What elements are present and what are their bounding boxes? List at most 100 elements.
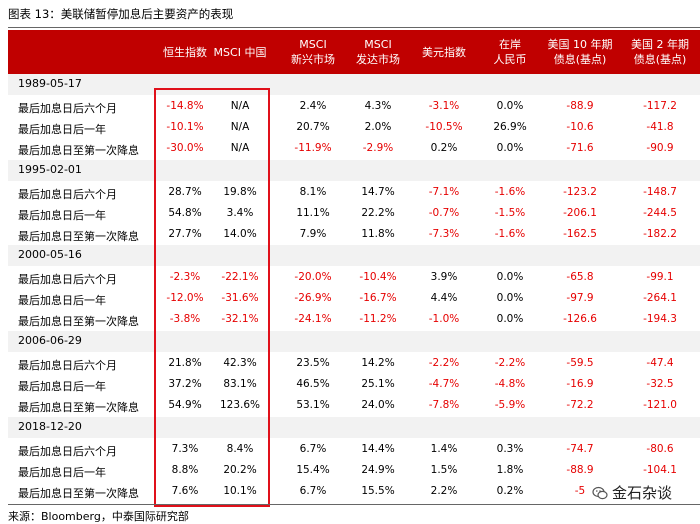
table-cell: -244.5 — [643, 207, 677, 219]
group-date: 1995-02-01 — [18, 163, 82, 176]
table-cell: -2.9% — [362, 142, 394, 154]
table-cell: 10.1% — [223, 485, 257, 497]
table-cell: 6.7% — [299, 443, 327, 455]
table-cell: 1.5% — [430, 464, 458, 476]
table-cell: -7.1% — [428, 186, 460, 198]
table-cell: 54.9% — [168, 399, 202, 411]
figure-caption: 图表 13：美联储暂停加息后主要资产的表现 — [8, 7, 234, 21]
table-cell: -11.2% — [359, 313, 397, 325]
table-cell: -126.6 — [563, 313, 597, 325]
table-cell: 53.1% — [296, 399, 330, 411]
table-cell: -7.8% — [428, 399, 460, 411]
table-cell: 4.3% — [364, 100, 392, 112]
table-cell: 28.7% — [168, 186, 202, 198]
header-col-7-line2: 债息(基点) — [553, 53, 607, 66]
header-col-8: 美国 2 年期 债息(基点) — [624, 30, 696, 74]
table-cell: 0.0% — [496, 271, 524, 283]
row-label: 最后加息日至第一次降息 — [18, 487, 139, 500]
row-label: 最后加息日后六个月 — [18, 188, 117, 201]
table-cell: -65.8 — [566, 271, 594, 283]
header-col-3-line2: 新兴市场 — [291, 53, 335, 66]
table-cell: -148.7 — [643, 186, 677, 198]
table-cell: -117.2 — [643, 100, 677, 112]
table-cell: -41.8 — [646, 121, 674, 133]
header-col-5: 美元指数 — [408, 30, 480, 74]
table-cell: -14.8% — [166, 100, 204, 112]
table-cell: -99.1 — [646, 271, 674, 283]
table-cell: 14.2% — [361, 357, 395, 369]
table-cell: -121.0 — [643, 399, 677, 411]
row-label: 最后加息日至第一次降息 — [18, 315, 139, 328]
header-col-3-line1: MSCI — [299, 38, 327, 51]
wechat-icon — [592, 486, 608, 499]
row-label: 最后加息日后一年 — [18, 123, 106, 136]
table-cell: 0.0% — [496, 100, 524, 112]
table-cell: -88.9 — [566, 464, 594, 476]
table-cell: -1.0% — [428, 313, 460, 325]
table-cell: 15.4% — [296, 464, 330, 476]
table-cell: 1.4% — [430, 443, 458, 455]
table-cell: -30.0% — [166, 142, 204, 154]
header-col-1-line1: 恒生指数 — [163, 45, 207, 59]
table-cell: 20.7% — [296, 121, 330, 133]
group-header: 1989-05-17 — [8, 74, 700, 95]
table-cell: 0.3% — [496, 443, 524, 455]
row-label: 最后加息日后六个月 — [18, 273, 117, 286]
header-col-6: 在岸 人民币 — [474, 30, 546, 74]
table-cell: -20.0% — [294, 271, 332, 283]
table-cell: -97.9 — [566, 292, 594, 304]
table-cell: -3.1% — [428, 100, 460, 112]
row-label: 最后加息日至第一次降息 — [18, 230, 139, 243]
table-cell: N/A — [230, 121, 250, 133]
table-cell: -194.3 — [643, 313, 677, 325]
table-cell: 15.5% — [361, 485, 395, 497]
header-col-3: MSCI 新兴市场 — [277, 30, 349, 74]
table-cell: 0.0% — [496, 313, 524, 325]
table-row: 最后加息日后一年 8.8% 20.2% 15.4% 24.9% 1.5% 1.8% -88.9… — [8, 460, 700, 481]
table-cell: -2.2% — [494, 357, 526, 369]
table-cell: -4.8% — [494, 378, 526, 390]
table-row: 最后加息日至第一次降息 -30.0% N/A -11.9% -2.9% 0.2% 0.0% -… — [8, 138, 700, 159]
table-cell: 19.8% — [223, 186, 257, 198]
table-cell: 8.4% — [226, 443, 254, 455]
table-cell: 0.2% — [430, 142, 458, 154]
table-cell: -10.4% — [359, 271, 397, 283]
table-cell: 14.4% — [361, 443, 395, 455]
table-cell: -88.9 — [566, 100, 594, 112]
table-cell: 7.9% — [299, 228, 327, 240]
header-col-6-line1: 在岸 — [499, 38, 521, 51]
table-cell: -90.9 — [646, 142, 674, 154]
table-row: 最后加息日至第一次降息 7.6% 10.1% 6.7% 15.5% 2.2% 0.2% -5 — [8, 481, 700, 502]
table-cell: -0.7% — [428, 207, 460, 219]
table-row: 最后加息日后一年 37.2% 83.1% 46.5% 25.1% -4.7% -4.8% -1… — [8, 374, 700, 395]
table-cell: 2.4% — [299, 100, 327, 112]
header-col-4-line1: MSCI — [364, 38, 392, 51]
table-cell: 2.2% — [430, 485, 458, 497]
table-cell: -5.9% — [494, 399, 526, 411]
group-header: 2018-12-20 — [8, 417, 700, 438]
table-cell: 42.3% — [223, 357, 257, 369]
table-row: 最后加息日后六个月 -14.8% N/A 2.4% 4.3% -3.1% 0.0% -88.9… — [8, 96, 700, 117]
table-cell: 6.7% — [299, 485, 327, 497]
table-cell: 20.2% — [223, 464, 257, 476]
table-cell: -32.5 — [646, 378, 674, 390]
table-cell: -11.9% — [294, 142, 332, 154]
table-cell: 37.2% — [168, 378, 202, 390]
watermark: 金石杂谈 — [592, 482, 672, 503]
header-col-2: MSCI 中国 — [204, 30, 276, 74]
header-col-8-line1: 美国 2 年期 — [631, 38, 689, 51]
table-cell: -16.9 — [566, 378, 594, 390]
table-cell: -123.2 — [563, 186, 597, 198]
table-cell: -74.7 — [566, 443, 594, 455]
table-cell: -12.0% — [166, 292, 204, 304]
table-cell: 7.3% — [171, 443, 199, 455]
table-cell: -32.1% — [221, 313, 259, 325]
table-cell: -2.2% — [428, 357, 460, 369]
table-row: 最后加息日后六个月 7.3% 8.4% 6.7% 14.4% 1.4% 0.3% -74.7 -… — [8, 439, 700, 460]
table-cell: 1.8% — [496, 464, 524, 476]
table-cell: 21.8% — [168, 357, 202, 369]
table-cell: -5 — [574, 485, 586, 497]
header-col-4: MSCI 发达市场 — [342, 30, 414, 74]
watermark-text: 金石杂谈 — [612, 484, 673, 502]
table-cell: -10.6 — [566, 121, 594, 133]
